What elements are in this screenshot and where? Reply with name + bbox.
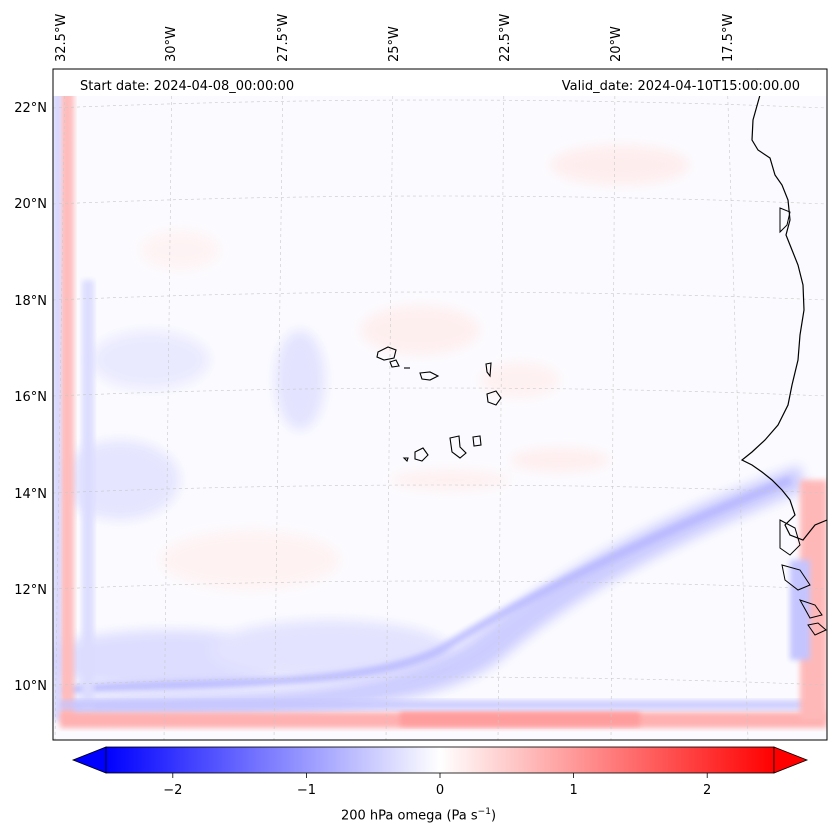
lon-label: 27.5°W — [276, 14, 291, 62]
map-frame — [52, 68, 828, 741]
colorbar-label-exponent: −1 — [477, 807, 491, 817]
colorbar-label: 200 hPa omega (Pa s−1) — [0, 807, 837, 823]
lat-label: 16°N — [14, 390, 47, 405]
lat-label: 14°N — [14, 487, 47, 502]
colorbar-label-close: ) — [490, 808, 497, 824]
lat-label: 20°N — [14, 197, 47, 212]
cape-verde-islands — [376, 346, 502, 463]
colorbar-bar — [105, 746, 775, 774]
lon-label: 32.5°W — [54, 14, 69, 62]
valid-date-label: Valid_date: 2024-04-10T15:00:00.00 — [562, 79, 800, 94]
colorbar-tick-label: −2 — [163, 783, 182, 798]
lon-label: 17.5°W — [721, 14, 736, 62]
lat-label: 22°N — [14, 101, 47, 116]
lat-label: 12°N — [14, 583, 47, 598]
colorbar-tick-label: 1 — [569, 783, 577, 798]
colorbar-tick-label: 0 — [436, 783, 444, 798]
colorbar-tick-label: 2 — [703, 783, 711, 798]
omega-field — [53, 69, 827, 740]
longitude-labels: 32.5°W 30°W 27.5°W 25°W 22.5°W 20°W 17.5… — [54, 14, 736, 62]
colorbar: −2 −1 0 1 2 — [71, 746, 809, 798]
latitude-labels: 22°N 20°N 18°N 16°N 14°N 12°N 10°N — [14, 101, 47, 694]
start-date-label: Start date: 2024-04-08_00:00:00 — [80, 79, 294, 94]
colorbar-label-text: 200 hPa omega (Pa s — [340, 808, 478, 824]
lon-label: 20°W — [609, 26, 624, 62]
lon-label: 25°W — [387, 26, 402, 62]
colorbar-ticks: −2 −1 0 1 2 — [163, 773, 711, 798]
lat-label: 10°N — [14, 679, 47, 694]
gridlines — [53, 71, 827, 740]
colorbar-max-arrow — [773, 746, 809, 774]
lon-label: 30°W — [164, 26, 179, 62]
lat-label: 18°N — [14, 294, 47, 309]
african-coastline — [740, 69, 827, 541]
lon-label: 22.5°W — [498, 14, 513, 62]
colorbar-min-arrow — [71, 746, 107, 774]
colorbar-tick-label: −1 — [297, 783, 316, 798]
